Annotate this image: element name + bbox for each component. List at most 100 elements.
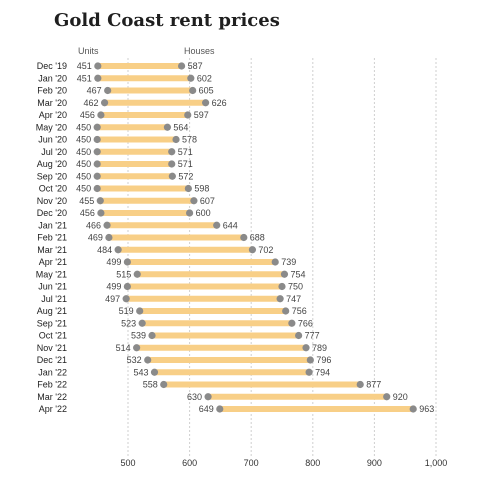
houses-point	[172, 135, 180, 144]
units-point	[144, 356, 152, 364]
houses-value-label: 794	[315, 367, 330, 377]
units-point	[150, 368, 159, 376]
units-value-label: 450	[76, 184, 91, 194]
units-point	[93, 160, 101, 168]
houses-point	[278, 282, 286, 291]
houses-value-label: 644	[223, 220, 238, 230]
houses-point	[186, 209, 194, 217]
category-label: Aug '20	[37, 159, 67, 169]
units-value-label: 450	[76, 171, 91, 181]
units-point	[93, 123, 101, 131]
houses-point	[184, 111, 192, 119]
category-label: Dec '21	[37, 355, 67, 365]
units-value-label: 451	[77, 61, 92, 71]
category-label: Sep '21	[37, 318, 67, 328]
units-value-label: 515	[116, 269, 131, 279]
category-label: May '20	[36, 122, 67, 132]
units-value-label: 451	[77, 73, 92, 83]
x-tick-label: 500	[120, 458, 135, 468]
houses-point	[383, 393, 391, 401]
houses-point	[306, 356, 314, 364]
houses-value-label: 702	[258, 245, 273, 255]
units-point	[93, 172, 101, 180]
x-tick-label: 800	[305, 458, 320, 468]
units-point	[93, 135, 101, 144]
units-value-label: 523	[121, 318, 136, 328]
units-point	[123, 282, 131, 291]
units-value-label: 558	[143, 380, 158, 390]
category-label: Sep '20	[37, 171, 67, 181]
category-labels: Dec '19 Jan '20 Feb '20 Mar '20 Apr '20 May '…	[36, 61, 67, 414]
x-tick-label: 700	[244, 458, 259, 468]
x-axis: 500 600 700 800 900 1,000	[120, 458, 447, 468]
houses-point	[189, 86, 197, 95]
units-value-label: 532	[127, 355, 142, 365]
units-value-label: 499	[106, 282, 121, 292]
houses-value-label: 578	[182, 135, 197, 145]
houses-point	[213, 221, 221, 229]
houses-point	[271, 258, 279, 266]
category-label: Mar '22	[37, 392, 67, 402]
houses-point	[280, 270, 289, 278]
units-value-label: 466	[86, 220, 101, 230]
category-label: May '21	[36, 269, 67, 279]
houses-point	[248, 246, 257, 254]
units-point	[216, 405, 224, 413]
houses-point	[302, 344, 310, 352]
units-value-label: 462	[84, 98, 99, 108]
category-label: Nov '20	[37, 196, 67, 206]
units-value-label: 649	[199, 404, 214, 414]
houses-point	[282, 307, 290, 315]
units-point	[204, 393, 212, 401]
x-tick-label: 1,000	[425, 458, 448, 468]
houses-value-label: 920	[393, 392, 408, 402]
houses-value-label: 597	[194, 110, 209, 120]
houses-point	[168, 160, 176, 168]
units-value-label: 514	[116, 343, 131, 353]
units-point	[138, 319, 146, 327]
units-value-label: 630	[187, 392, 202, 402]
units-value-label: 450	[76, 159, 91, 169]
category-label: Feb '20	[37, 86, 67, 96]
houses-point	[305, 368, 313, 376]
houses-value-label: 777	[305, 331, 320, 341]
houses-value-label: 796	[316, 355, 331, 365]
category-label: Apr '22	[39, 404, 67, 414]
units-value-label: 456	[80, 208, 95, 218]
units-value-label: 450	[76, 122, 91, 132]
houses-value-label: 605	[199, 86, 214, 96]
units-value-label: 456	[80, 110, 95, 120]
units-value-label: 450	[76, 135, 91, 145]
category-label: Jan '21	[38, 220, 67, 230]
houses-point	[168, 172, 176, 180]
houses-point	[276, 295, 284, 303]
houses-value-label: 754	[290, 269, 305, 279]
category-label: Jan '22	[38, 367, 67, 377]
houses-value-label: 571	[178, 159, 193, 169]
houses-value-label: 572	[178, 171, 193, 181]
category-label: Jan '20	[38, 73, 67, 83]
houses-value-label: 963	[419, 404, 434, 414]
units-point	[123, 258, 131, 266]
units-value-label: 484	[97, 245, 112, 255]
houses-value-label: 766	[298, 318, 313, 328]
units-point	[103, 221, 111, 229]
category-label: Jun '21	[38, 282, 67, 292]
value-labels: 451 587 451 602 467 605 462 626 456 597 450 564 450 5…	[76, 61, 434, 414]
category-label: Feb '22	[37, 380, 67, 390]
category-label: Apr '20	[39, 110, 67, 120]
houses-point	[190, 197, 198, 205]
houses-point	[288, 319, 296, 327]
category-label: Feb '21	[37, 233, 67, 243]
units-value-label: 450	[76, 147, 91, 157]
category-label: Jul '21	[41, 294, 67, 304]
data-points	[93, 62, 417, 413]
houses-value-label: 626	[212, 98, 227, 108]
houses-value-label: 587	[188, 61, 203, 71]
houses-value-label: 739	[281, 257, 296, 267]
houses-value-label: 789	[312, 343, 327, 353]
x-tick-label: 600	[182, 458, 197, 468]
houses-point	[163, 123, 172, 131]
category-label: Jul '20	[41, 147, 67, 157]
units-value-label: 539	[131, 331, 146, 341]
